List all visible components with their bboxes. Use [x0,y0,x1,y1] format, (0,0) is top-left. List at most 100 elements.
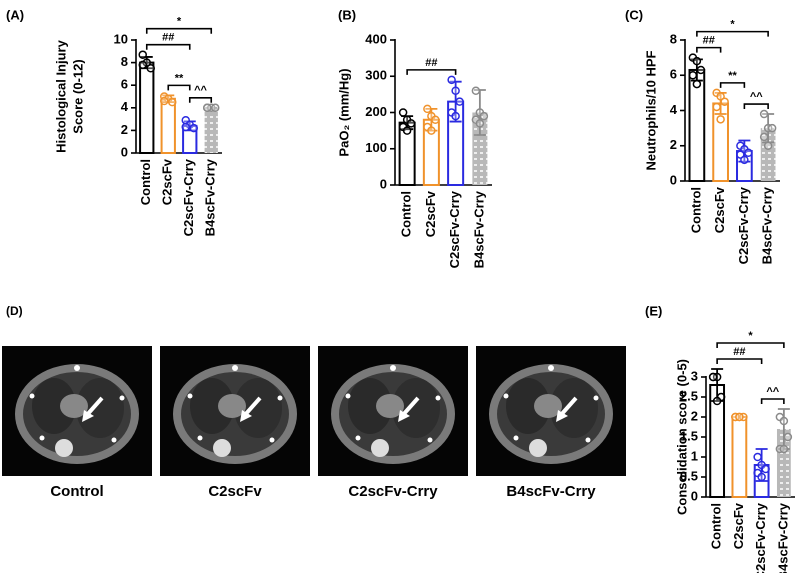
y-tick-label: 2 [121,122,128,137]
y-axis-label: Consolidation score (0-5) [674,359,689,515]
y-tick-label: 4 [670,102,678,117]
significance-bracket [719,82,746,88]
data-point [696,65,706,75]
significance-bracket [716,342,785,348]
ct-image [0,344,154,478]
data-point [759,132,769,142]
significance-bracket [760,398,785,404]
x-tick-label: C2scFv [731,502,746,549]
significance-bracket [167,84,191,91]
panel-label: (A) [6,7,24,22]
y-axis-label: Score (0-12) [70,59,85,133]
y-axis-label: Neutrophils/10 HPF [643,50,658,170]
data-point [735,412,744,422]
data-point [783,432,793,442]
data-point [740,155,749,165]
x-tick-label: Control [688,187,703,233]
data-point [688,71,698,80]
data-point [479,111,489,121]
ct-images [0,344,628,478]
data-point [757,472,766,482]
y-tick-label: 4 [121,99,129,114]
significance-bracket [696,30,769,37]
data-point [692,56,702,66]
data-point [211,103,220,113]
x-tick-label: C2scFv [160,158,175,205]
data-point [160,96,169,106]
data-point [431,115,440,124]
ct-image [316,344,470,478]
x-tick-label: B4scFv-Crry [760,186,775,264]
data-point [423,104,432,114]
y-tick-label: 200 [365,104,387,119]
data-point [692,79,702,89]
data-point [447,75,456,85]
y-axis-label: PaO₂ (mm/Hg) [336,68,351,156]
y-tick-label: 2.5 [680,388,698,403]
data-point [398,108,408,117]
significance-bracket [145,27,213,34]
significance-label: ## [162,32,174,44]
x-tick-label: C2scFv-Crry [753,502,768,573]
x-tick-label: B4scFv-Crry [471,190,486,268]
data-point [744,148,753,158]
data-point [138,60,147,70]
data-point [181,122,190,132]
significance-bracket [406,69,457,75]
data-point [189,123,198,133]
data-point [451,111,460,121]
bar [731,416,748,498]
data-point [406,119,416,128]
significance-label: * [730,19,735,31]
x-tick-label: B4scFv-Crry [203,158,218,236]
bar [160,97,176,155]
bar [204,107,218,153]
image-caption: C2scFv-Crry [348,483,438,500]
x-tick-label: C2scFv-Crry [447,190,462,268]
y-tick-label: 10 [114,31,128,46]
x-tick-label: B4scFv-Crry [775,502,790,573]
significance-label: ** [175,72,184,84]
significance-bracket [145,43,191,50]
data-point [763,141,773,150]
panel-label: (B) [338,7,356,22]
y-tick-label: 0.5 [680,468,698,483]
x-tick-label: Control [138,159,153,205]
panel-label: (C) [625,7,643,22]
significance-label: * [177,16,182,28]
significance-bracket [188,97,213,103]
ct-image [158,344,312,478]
y-tick-label: 300 [365,68,387,83]
data-point [761,464,770,474]
data-point [203,103,212,113]
x-tick-label: Control [399,191,414,237]
data-point [168,97,177,107]
y-tick-label: 3 [691,368,698,383]
error-bar [738,139,751,163]
y-axis-label: Histological Injury [53,39,68,152]
significance-label: ^^ [750,91,763,103]
significance-label: ^^ [766,386,779,398]
significance-label: ## [425,57,437,69]
data-point [779,444,789,454]
data-point [716,115,725,124]
y-tick-label: 100 [365,140,387,155]
image-caption: B4scFv-Crry [506,483,596,500]
data-point [708,372,718,382]
y-tick-label: 6 [670,67,677,82]
ct-image [474,344,628,478]
data-point [759,109,769,119]
significance-label: ## [703,35,715,47]
y-tick-label: 2 [691,408,698,423]
data-point [471,86,481,95]
data-point [427,126,436,135]
y-tick-label: 400 [365,31,387,46]
data-point [720,97,729,106]
panel-label: (E) [645,303,662,318]
x-tick-label: C2scFv [712,186,727,233]
bar [139,61,155,154]
data-point [779,416,789,426]
data-point [138,50,147,59]
y-tick-label: 2 [670,137,677,152]
